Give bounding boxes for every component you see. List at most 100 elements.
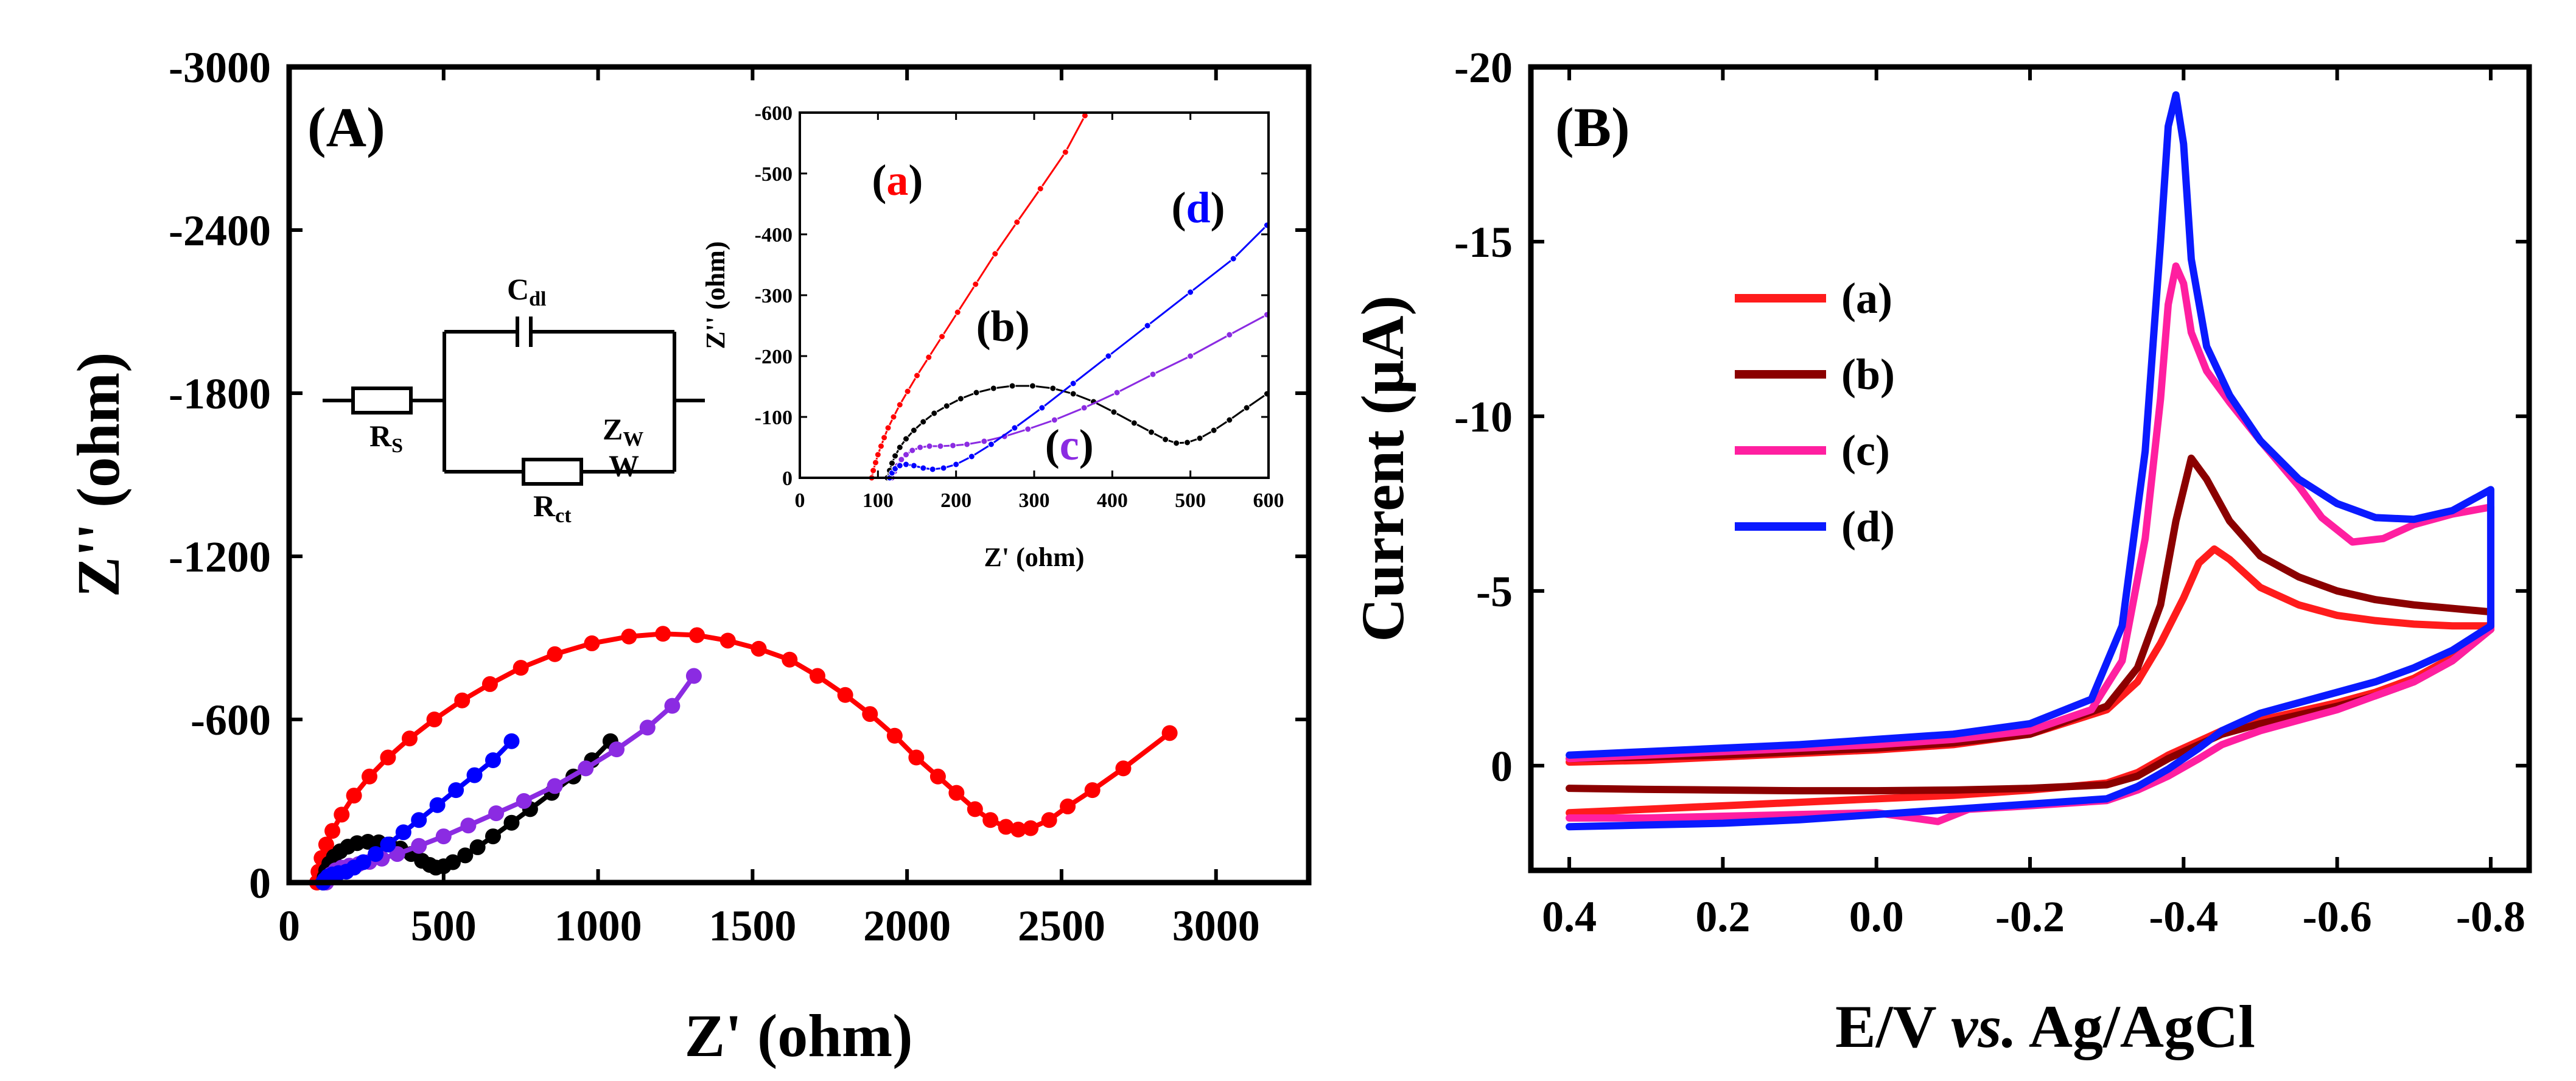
inset-annotation-b: (b)	[976, 302, 1030, 351]
data-point	[898, 456, 905, 463]
x-tick-label: 2000	[863, 901, 951, 950]
data-point	[1049, 385, 1057, 392]
data-point	[401, 730, 418, 747]
data-point	[904, 388, 911, 395]
data-point	[925, 354, 933, 361]
series-b	[884, 382, 1270, 481]
data-point	[926, 443, 933, 450]
data-point	[513, 660, 529, 676]
data-point	[886, 727, 903, 744]
y-tick-label: 0	[1491, 742, 1513, 791]
x-tick-label: 1500	[709, 901, 796, 950]
data-point	[903, 461, 910, 468]
data-point	[1062, 149, 1069, 156]
x-tick-label: 500	[411, 901, 477, 950]
data-point	[929, 768, 946, 785]
data-point	[881, 434, 888, 441]
data-point	[426, 712, 443, 727]
x-tick-label: 0.0	[1849, 892, 1904, 941]
data-point	[1105, 352, 1112, 360]
data-point	[937, 443, 944, 450]
data-point	[888, 460, 895, 467]
data-point	[368, 846, 384, 862]
panel-b-series	[1566, 91, 2494, 831]
panel-a-ticks: 0 500 1000 1500 2000 2500 30000-600-1200-1800-…	[169, 43, 1309, 950]
rs-label: RS	[369, 419, 403, 457]
panel-a-label: (A)	[307, 96, 385, 158]
data-point	[547, 778, 563, 794]
x-tick-label: 500	[1175, 489, 1206, 512]
data-point	[1173, 439, 1180, 447]
data-point	[689, 627, 705, 643]
panel-b-legend: (a) (b) (c) (d)	[1735, 274, 1895, 551]
zw-label: ZW	[603, 412, 643, 450]
cdl-label: Cdl	[507, 272, 546, 310]
equivalent-circuit	[323, 317, 705, 486]
data-point	[1230, 255, 1237, 262]
data-point	[485, 828, 501, 845]
data-point	[1110, 408, 1118, 416]
data-point	[457, 847, 474, 864]
data-point	[903, 435, 910, 443]
y-tick-label: -400	[755, 224, 793, 247]
y-tick-label: -3000	[169, 43, 271, 92]
data-point	[1038, 404, 1046, 411]
data-point	[940, 464, 947, 472]
data-point	[395, 824, 411, 841]
inset-x-axis-label: Z' (ohm)	[984, 542, 1085, 572]
data-point	[485, 752, 501, 768]
data-point	[1196, 435, 1203, 442]
y-tick-label: -5	[1476, 567, 1513, 616]
inset-annotation-a: (a)	[872, 156, 923, 205]
data-point	[1243, 404, 1250, 411]
data-point	[1149, 371, 1157, 378]
data-point	[782, 651, 798, 668]
data-point	[998, 819, 1014, 835]
data-point	[429, 797, 446, 813]
series-a	[868, 112, 1088, 481]
data-point	[334, 806, 350, 823]
data-point	[516, 793, 532, 809]
data-point	[361, 768, 377, 785]
data-point	[454, 692, 471, 708]
data-point	[1115, 760, 1132, 777]
data-point	[1069, 380, 1077, 387]
data-point	[1009, 382, 1016, 390]
data-point	[920, 418, 927, 425]
data-point	[1161, 725, 1178, 741]
data-point	[1069, 390, 1077, 397]
legend-label-d: (d)	[1841, 502, 1895, 551]
y-tick-label: -500	[755, 163, 793, 186]
data-point	[488, 805, 505, 822]
data-point	[1210, 427, 1217, 434]
cv-curve-d	[1566, 91, 2494, 831]
data-point	[639, 719, 656, 736]
x-tick-label: 1000	[555, 901, 642, 950]
inset-y-axis-label: Z'' (ohm)	[701, 241, 730, 349]
data-point	[896, 401, 903, 408]
data-point	[884, 424, 892, 432]
data-point	[872, 459, 879, 466]
y-tick-label: -100	[755, 407, 793, 429]
data-point	[355, 854, 371, 870]
data-point	[1024, 425, 1032, 433]
data-point	[874, 451, 881, 458]
data-point	[664, 698, 681, 714]
panel-a-y-axis-label: Z'' (ohm)	[65, 352, 132, 598]
y-tick-label: 0	[782, 467, 793, 490]
y-tick-label: -600	[191, 696, 271, 744]
inset-annotation-c: (c)	[1045, 421, 1094, 469]
panel-b-ticks: 0.4 0.2 0.0 -0.2 -0.4 -0.6 -0.8 0 -5 -10 -15 -20	[1454, 43, 2529, 941]
data-point	[929, 466, 936, 473]
data-point	[890, 413, 897, 421]
data-point	[837, 687, 853, 703]
data-point	[968, 453, 975, 460]
data-point	[719, 632, 736, 649]
data-point	[948, 785, 965, 801]
data-point	[903, 451, 910, 458]
x-tick-label: -0.6	[2303, 892, 2372, 941]
data-point	[992, 250, 999, 257]
data-point	[1011, 424, 1018, 432]
x-tick-label: -0.2	[1995, 892, 2065, 941]
x-tick-label: 400	[1097, 489, 1128, 512]
